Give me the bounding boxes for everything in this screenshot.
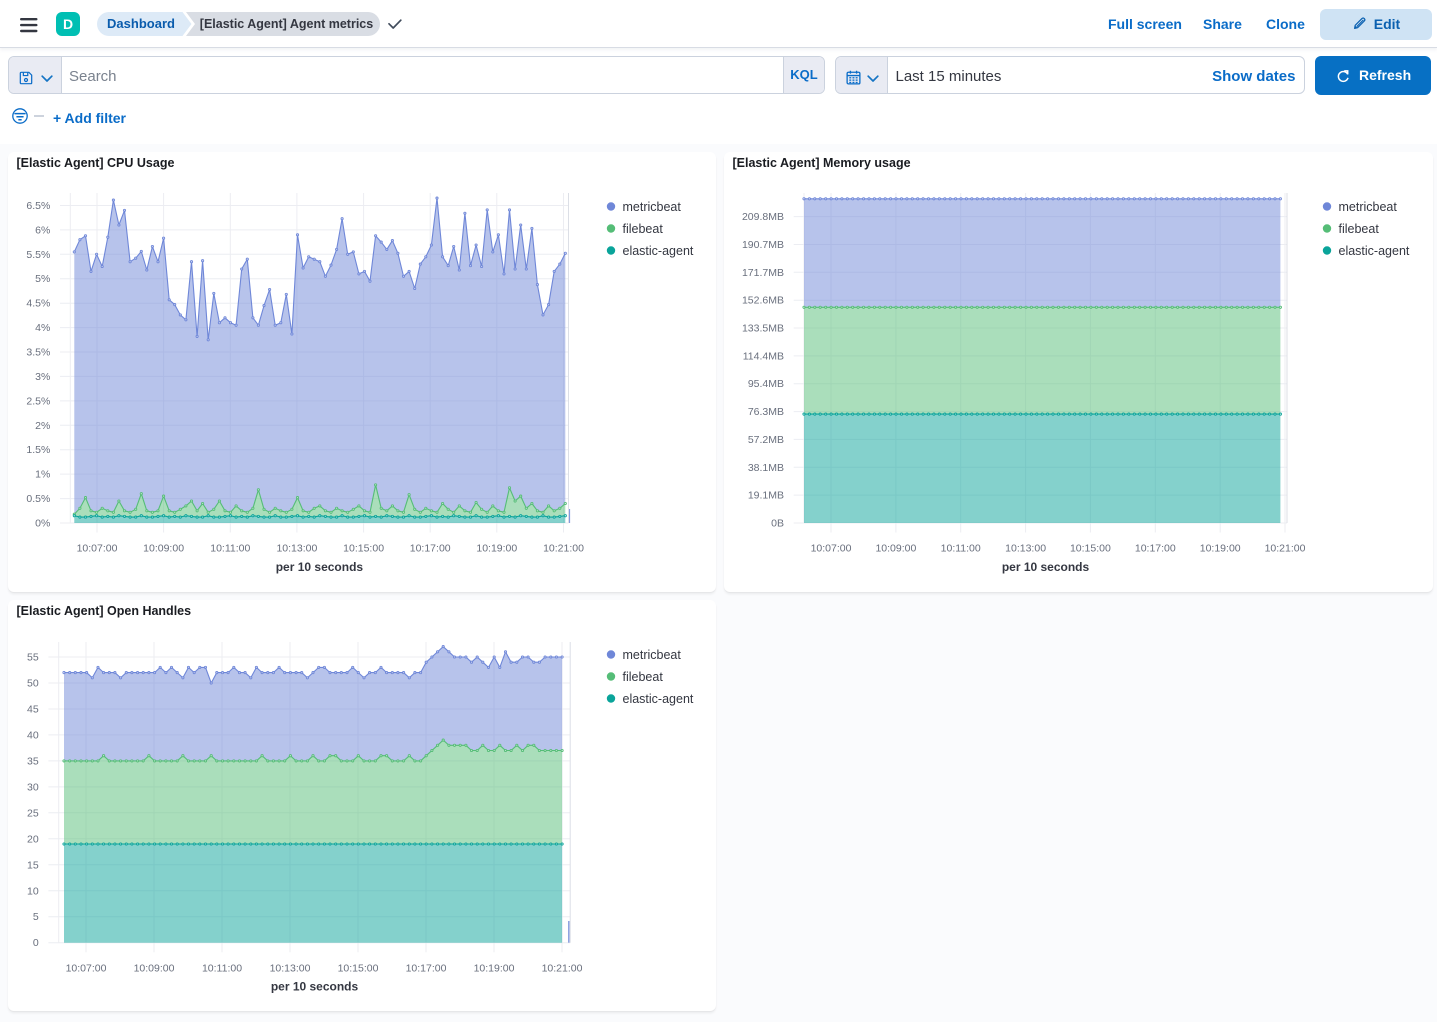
svg-text:metricbeat: metricbeat bbox=[1339, 200, 1398, 214]
svg-text:elastic-agent: elastic-agent bbox=[623, 244, 694, 258]
svg-text:10:21:00: 10:21:00 bbox=[543, 543, 584, 555]
svg-text:filebeat: filebeat bbox=[1339, 222, 1380, 236]
svg-text:6%: 6% bbox=[35, 224, 50, 236]
svg-text:10:13:00: 10:13:00 bbox=[276, 543, 317, 555]
svg-text:25: 25 bbox=[27, 807, 39, 819]
svg-text:38.1MB: 38.1MB bbox=[748, 462, 784, 474]
svg-text:10:11:00: 10:11:00 bbox=[941, 543, 981, 555]
svg-text:20: 20 bbox=[27, 833, 39, 845]
svg-text:10:21:00: 10:21:00 bbox=[1265, 543, 1306, 555]
svg-text:filebeat: filebeat bbox=[623, 670, 664, 684]
svg-text:10:13:00: 10:13:00 bbox=[270, 963, 311, 975]
svg-text:10:19:00: 10:19:00 bbox=[476, 543, 517, 555]
svg-text:95.4MB: 95.4MB bbox=[748, 378, 784, 390]
svg-text:10:07:00: 10:07:00 bbox=[66, 963, 107, 975]
svg-text:76.3MB: 76.3MB bbox=[748, 406, 784, 418]
svg-text:10:07:00: 10:07:00 bbox=[77, 543, 118, 555]
svg-text:171.7MB: 171.7MB bbox=[742, 267, 784, 279]
svg-text:2.5%: 2.5% bbox=[26, 395, 50, 407]
svg-text:10:09:00: 10:09:00 bbox=[143, 543, 184, 555]
svg-text:190.7MB: 190.7MB bbox=[742, 239, 784, 251]
svg-text:55: 55 bbox=[27, 652, 39, 664]
svg-text:metricbeat: metricbeat bbox=[623, 648, 682, 662]
svg-text:10:11:00: 10:11:00 bbox=[210, 543, 250, 555]
svg-text:4.5%: 4.5% bbox=[26, 298, 50, 310]
svg-text:0.5%: 0.5% bbox=[26, 493, 50, 505]
svg-text:10:17:00: 10:17:00 bbox=[1135, 543, 1176, 555]
svg-text:10:17:00: 10:17:00 bbox=[406, 963, 447, 975]
svg-text:per 10 seconds: per 10 seconds bbox=[271, 980, 359, 994]
svg-text:elastic-agent: elastic-agent bbox=[1339, 244, 1410, 258]
svg-text:filebeat: filebeat bbox=[623, 222, 664, 236]
svg-text:10:09:00: 10:09:00 bbox=[875, 543, 916, 555]
svg-text:10: 10 bbox=[27, 885, 39, 897]
svg-text:10:21:00: 10:21:00 bbox=[542, 963, 583, 975]
svg-text:1.5%: 1.5% bbox=[26, 444, 50, 456]
svg-text:3%: 3% bbox=[35, 371, 50, 383]
svg-text:10:19:00: 10:19:00 bbox=[474, 963, 515, 975]
svg-text:0B: 0B bbox=[771, 518, 784, 530]
svg-text:6.5%: 6.5% bbox=[26, 200, 50, 212]
svg-text:2%: 2% bbox=[35, 420, 50, 432]
svg-text:10:13:00: 10:13:00 bbox=[1005, 543, 1046, 555]
svg-text:5: 5 bbox=[33, 911, 39, 923]
svg-text:4%: 4% bbox=[35, 322, 50, 334]
svg-text:114.4MB: 114.4MB bbox=[743, 350, 784, 362]
svg-text:10:17:00: 10:17:00 bbox=[410, 543, 451, 555]
svg-text:elastic-agent: elastic-agent bbox=[623, 692, 694, 706]
svg-text:10:11:00: 10:11:00 bbox=[202, 963, 242, 975]
svg-text:50: 50 bbox=[27, 678, 39, 690]
svg-text:0%: 0% bbox=[35, 518, 50, 530]
svg-text:30: 30 bbox=[27, 781, 39, 793]
svg-text:133.5MB: 133.5MB bbox=[742, 323, 784, 335]
svg-text:5%: 5% bbox=[35, 273, 50, 285]
svg-text:10:15:00: 10:15:00 bbox=[338, 963, 379, 975]
svg-text:209.8MB: 209.8MB bbox=[742, 211, 784, 223]
svg-text:0: 0 bbox=[33, 937, 39, 949]
svg-text:10:15:00: 10:15:00 bbox=[343, 543, 384, 555]
svg-text:152.6MB: 152.6MB bbox=[742, 295, 784, 307]
svg-text:40: 40 bbox=[27, 729, 39, 741]
svg-text:per 10 seconds: per 10 seconds bbox=[276, 560, 364, 574]
svg-text:metricbeat: metricbeat bbox=[623, 200, 682, 214]
svg-text:10:19:00: 10:19:00 bbox=[1200, 543, 1241, 555]
svg-text:1%: 1% bbox=[35, 469, 50, 481]
svg-text:10:09:00: 10:09:00 bbox=[134, 963, 175, 975]
svg-text:35: 35 bbox=[27, 755, 39, 767]
svg-text:45: 45 bbox=[27, 704, 39, 716]
svg-text:per 10 seconds: per 10 seconds bbox=[1002, 560, 1090, 574]
svg-text:19.1MB: 19.1MB bbox=[748, 490, 784, 502]
svg-text:3.5%: 3.5% bbox=[26, 347, 50, 359]
svg-text:15: 15 bbox=[27, 859, 39, 871]
svg-text:10:07:00: 10:07:00 bbox=[811, 543, 852, 555]
svg-text:5.5%: 5.5% bbox=[26, 249, 50, 261]
svg-text:10:15:00: 10:15:00 bbox=[1070, 543, 1111, 555]
svg-text:57.2MB: 57.2MB bbox=[748, 434, 784, 446]
